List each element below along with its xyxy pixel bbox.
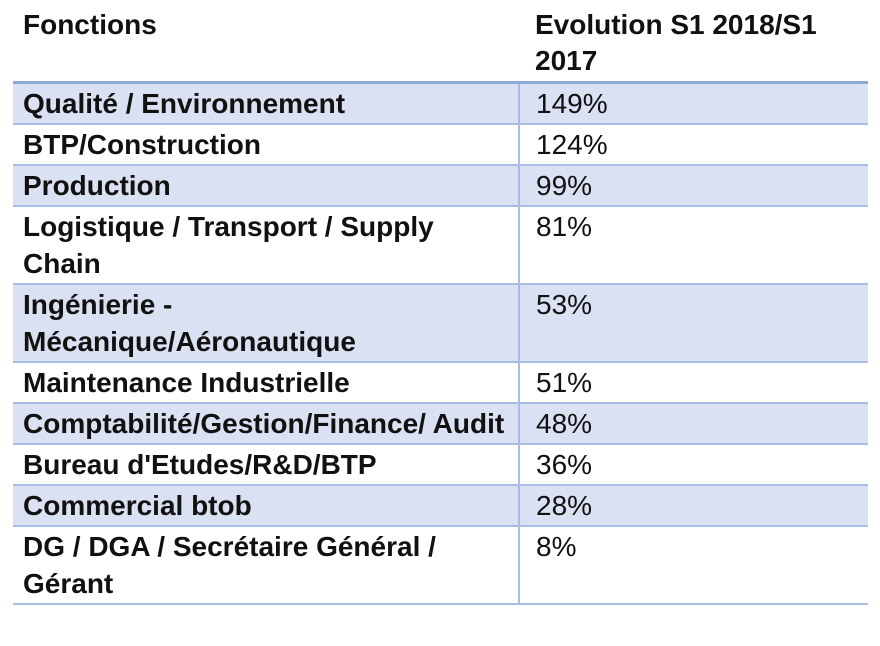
table-row: Ingénierie - Mécanique/Aéronautique 53% <box>13 284 868 363</box>
cell-evolution: 149% <box>519 82 868 125</box>
table-row: Commercial btob 28% <box>13 485 868 527</box>
cell-evolution: 28% <box>519 485 868 527</box>
table-row: Production 99% <box>13 165 868 207</box>
cell-fonction: Maintenance Industrielle <box>13 362 520 404</box>
cell-fonction: Comptabilité/Gestion/Finance/ Audit <box>13 403 520 445</box>
cell-fonction: Ingénierie - Mécanique/Aéronautique <box>13 284 520 363</box>
table-body: Qualité / Environnement 149% BTP/Constru… <box>13 82 868 605</box>
cell-evolution: 48% <box>519 403 868 445</box>
evolution-table: Fonctions Evolution S1 2018/S1 2017 Qual… <box>13 4 868 605</box>
table-row: Logistique / Transport / Supply Chain 81… <box>13 206 868 285</box>
header-fonctions: Fonctions <box>13 4 519 84</box>
table-row: Comptabilité/Gestion/Finance/ Audit 48% <box>13 403 868 445</box>
table-row: BTP/Construction 124% <box>13 124 868 166</box>
cell-evolution: 53% <box>519 284 868 363</box>
cell-evolution: 99% <box>519 165 868 207</box>
cell-fonction: BTP/Construction <box>13 124 520 166</box>
table-row: DG / DGA / Secrétaire Général / Gérant 8… <box>13 526 868 605</box>
cell-fonction: Commercial btob <box>13 485 520 527</box>
table-row: Maintenance Industrielle 51% <box>13 362 868 404</box>
cell-evolution: 51% <box>519 362 868 404</box>
header-row: Fonctions Evolution S1 2018/S1 2017 <box>13 4 868 84</box>
cell-evolution: 124% <box>519 124 868 166</box>
cell-fonction: DG / DGA / Secrétaire Général / Gérant <box>13 526 520 605</box>
header-evolution: Evolution S1 2018/S1 2017 <box>519 4 868 84</box>
cell-evolution: 81% <box>519 206 868 285</box>
cell-fonction: Bureau d'Etudes/R&D/BTP <box>13 444 520 486</box>
table-row: Bureau d'Etudes/R&D/BTP 36% <box>13 444 868 486</box>
cell-fonction: Logistique / Transport / Supply Chain <box>13 206 520 285</box>
cell-fonction: Qualité / Environnement <box>13 82 520 125</box>
evolution-table-container: Fonctions Evolution S1 2018/S1 2017 Qual… <box>13 4 868 605</box>
table-row: Qualité / Environnement 149% <box>13 82 868 125</box>
cell-evolution: 8% <box>519 526 868 605</box>
cell-fonction: Production <box>13 165 520 207</box>
cell-evolution: 36% <box>519 444 868 486</box>
table-header: Fonctions Evolution S1 2018/S1 2017 <box>13 4 868 84</box>
